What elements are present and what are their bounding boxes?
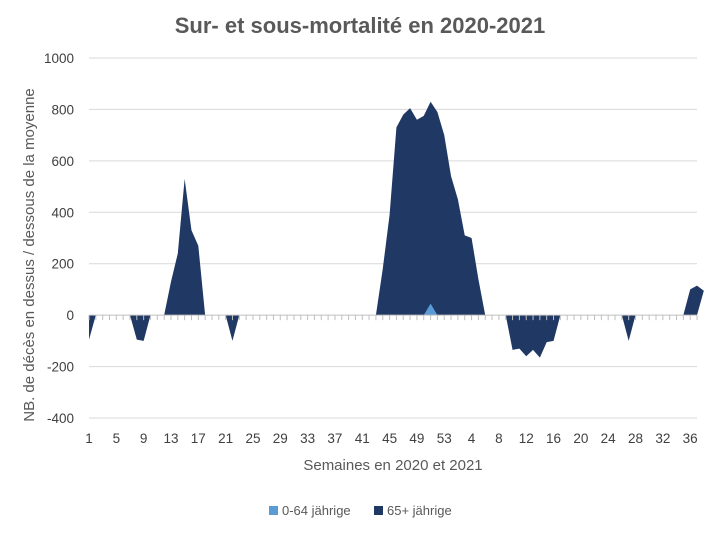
- x-tick-label: 25: [245, 431, 260, 446]
- x-tick-label: 20: [573, 431, 588, 446]
- y-tick-label: -400: [47, 411, 74, 426]
- x-tick-label: 41: [355, 431, 370, 446]
- y-tick-label: 600: [51, 154, 74, 169]
- y-tick-label: 0: [66, 308, 74, 323]
- x-axis-label: Semaines en 2020 et 2021: [303, 457, 482, 474]
- x-axis: [88, 314, 698, 321]
- x-tick-label: 13: [163, 431, 178, 446]
- chart-title: Sur- et sous-mortalité en 2020-2021: [175, 13, 545, 38]
- plot-area: [89, 101, 704, 358]
- y-tick-label: 200: [51, 257, 74, 272]
- y-axis-label: NB. de décès en dessus / dessous de la m…: [21, 88, 38, 422]
- x-tick-label: 8: [495, 431, 503, 446]
- x-tick-label: 28: [628, 431, 643, 446]
- x-tick-label: 32: [655, 431, 670, 446]
- x-tick-label: 9: [140, 431, 148, 446]
- x-tick-label: 1: [85, 431, 93, 446]
- x-axis-ticks: 1 5 9 13 17 21 25 29 33 37 41 45 49 53 4 8 12 16 20 24 28 32 3…: [85, 431, 697, 446]
- x-tick-label: 29: [273, 431, 288, 446]
- y-tick-label: 400: [51, 205, 74, 220]
- legend-label: 65+ jährige: [387, 503, 452, 518]
- x-tick-label: 37: [327, 431, 342, 446]
- x-tick-label: 24: [601, 431, 617, 446]
- legend: 0-64 jährige 65+ jährige: [269, 503, 452, 518]
- y-tick-label: 1000: [44, 51, 74, 66]
- x-tick-label: 53: [437, 431, 452, 446]
- legend-swatch: [374, 506, 383, 515]
- area-series-1: [89, 101, 704, 358]
- x-tick-label: 49: [409, 431, 424, 446]
- legend-swatch: [269, 506, 278, 515]
- x-tick-label: 5: [113, 431, 121, 446]
- legend-label: 0-64 jährige: [282, 503, 351, 518]
- x-tick-label: 16: [546, 431, 561, 446]
- y-tick-label: 800: [51, 102, 74, 117]
- x-tick-label: 36: [683, 431, 698, 446]
- y-axis-ticks: 1000 800 600 400 200 0 -200 -400: [44, 51, 74, 426]
- x-tick-label: 12: [519, 431, 534, 446]
- x-tick-label: 17: [191, 431, 206, 446]
- x-tick-label: 45: [382, 431, 397, 446]
- x-tick-label: 33: [300, 431, 315, 446]
- y-tick-label: -200: [47, 360, 74, 375]
- x-tick-label: 21: [218, 431, 233, 446]
- x-tick-label: 4: [468, 431, 476, 446]
